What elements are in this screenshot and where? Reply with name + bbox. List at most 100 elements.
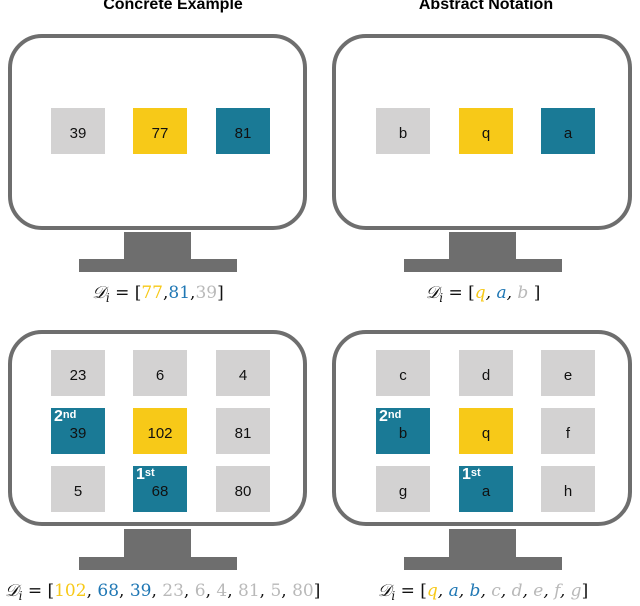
monitor-base bbox=[404, 259, 562, 272]
tile-5: 5 bbox=[51, 466, 105, 512]
formula-bottom-concrete: 𝒟i = [102, 68, 39, 23, 6, 4, 81, 5, 80] bbox=[5, 581, 320, 603]
formula-bottom-abstract: 𝒟i = [q, a, b, c, d, e, f, g] bbox=[335, 581, 631, 603]
tile-77: 77 bbox=[133, 108, 187, 154]
formula-token: , bbox=[151, 581, 163, 601]
concrete-example-title: Concrete Example bbox=[103, 0, 243, 13]
tile-a-first: 1st a bbox=[459, 466, 513, 512]
formula-token: , bbox=[281, 581, 293, 601]
tile-102: 102 bbox=[133, 408, 187, 454]
formula-token: b bbox=[517, 283, 529, 303]
formula-close-bracket: ] bbox=[313, 581, 321, 601]
tile-c: c bbox=[376, 350, 430, 396]
formula-symbol: 𝒟 bbox=[5, 581, 19, 601]
formula-token: g bbox=[570, 581, 582, 601]
formula-token: q bbox=[474, 283, 486, 303]
tile-b: b bbox=[376, 108, 430, 154]
formula-token: , bbox=[559, 581, 571, 601]
formula-token: 81 bbox=[238, 581, 260, 601]
formula-token: b bbox=[469, 581, 481, 601]
formula-token: 6 bbox=[194, 581, 206, 601]
formula-token: d bbox=[511, 581, 523, 601]
formula-token: , bbox=[259, 581, 271, 601]
formula-token: , bbox=[183, 581, 195, 601]
formula-symbol: 𝒟 bbox=[425, 283, 440, 303]
tile-6: 6 bbox=[133, 350, 187, 396]
formula-token: 39 bbox=[195, 283, 218, 303]
monitor-neck bbox=[124, 232, 191, 259]
tile-81: 81 bbox=[216, 408, 270, 454]
formula-subscript: i bbox=[391, 589, 396, 603]
tile-d: d bbox=[459, 350, 513, 396]
tile-f: f bbox=[541, 408, 595, 454]
tile-23: 23 bbox=[51, 350, 105, 396]
formula-token: e bbox=[533, 581, 544, 601]
formula-top-abstract: 𝒟i = [q, a, b ] bbox=[355, 283, 611, 305]
formula-token: 4 bbox=[216, 581, 228, 601]
tile-68-first: 1st 68 bbox=[133, 466, 187, 512]
formula-token: , bbox=[500, 581, 512, 601]
formula-token: , bbox=[522, 581, 534, 601]
tile-g: g bbox=[376, 466, 430, 512]
tile-4: 4 bbox=[216, 350, 270, 396]
formula-token: , bbox=[86, 581, 98, 601]
formula-token: , bbox=[119, 581, 130, 601]
formula-token: q bbox=[426, 581, 438, 601]
tile-39-second: 2nd 39 bbox=[51, 408, 105, 454]
monitor-neck bbox=[124, 529, 191, 557]
formula-token: 39 bbox=[129, 581, 152, 601]
formula-token: 23 bbox=[162, 581, 184, 601]
formula-token: , bbox=[480, 581, 492, 601]
formula-token: 77 bbox=[141, 283, 163, 303]
formula-token: 68 bbox=[97, 581, 120, 601]
formula-token: , bbox=[190, 283, 196, 303]
formula-token: , bbox=[458, 581, 470, 601]
formula-token: , bbox=[163, 283, 169, 303]
formula-equals: = [ bbox=[22, 581, 55, 601]
rank-second-label: 2nd bbox=[379, 408, 402, 425]
formula-token: f bbox=[554, 581, 560, 601]
formula-subscript: i bbox=[105, 291, 110, 305]
formula-token: 102 bbox=[54, 581, 87, 601]
formula-token: , bbox=[485, 283, 497, 303]
tile-q: q bbox=[459, 408, 513, 454]
formula-top-concrete: 𝒟i = [77,81,39] bbox=[30, 283, 286, 305]
rank-first-label: 1st bbox=[462, 466, 481, 483]
formula-close-bracket: ] bbox=[533, 283, 541, 303]
formula-symbol: 𝒟 bbox=[92, 283, 106, 303]
tile-39: 39 bbox=[51, 108, 105, 154]
formula-close-bracket: ] bbox=[581, 581, 589, 601]
tile-80: 80 bbox=[216, 466, 270, 512]
tile-q: q bbox=[459, 108, 513, 154]
formula-token: , bbox=[506, 283, 518, 303]
formula-equals: = [ bbox=[395, 581, 427, 601]
formula-token: , bbox=[205, 581, 217, 601]
monitor-base bbox=[79, 557, 237, 570]
tile-e: e bbox=[541, 350, 595, 396]
monitor-neck bbox=[449, 529, 516, 557]
rank-first-label: 1st bbox=[136, 466, 155, 483]
formula-token: 80 bbox=[292, 581, 314, 601]
formula-token: , bbox=[543, 581, 555, 601]
tile-a: a bbox=[541, 108, 595, 154]
formula-token: a bbox=[496, 283, 507, 303]
formula-token: , bbox=[437, 581, 449, 601]
formula-token: 81 bbox=[168, 283, 191, 303]
formula-equals: = [ bbox=[109, 283, 142, 303]
tile-h: h bbox=[541, 466, 595, 512]
formula-subscript: i bbox=[18, 589, 23, 603]
monitor-base bbox=[404, 557, 562, 570]
formula-subscript: i bbox=[439, 291, 444, 305]
monitor-base bbox=[79, 259, 237, 272]
formula-token: a bbox=[448, 581, 459, 601]
rank-second-label: 2nd bbox=[54, 408, 77, 425]
formula-equals: = [ bbox=[443, 283, 475, 303]
formula-token: c bbox=[491, 581, 501, 601]
tile-b-second: 2nd b bbox=[376, 408, 430, 454]
formula-token: 5 bbox=[270, 581, 282, 601]
formula-close-bracket: ] bbox=[217, 283, 224, 303]
formula-symbol: 𝒟 bbox=[377, 581, 392, 601]
formula-token: , bbox=[227, 581, 239, 601]
monitor-neck bbox=[449, 232, 516, 259]
abstract-notation-title: Abstract Notation bbox=[418, 0, 554, 13]
tile-81: 81 bbox=[216, 108, 270, 154]
